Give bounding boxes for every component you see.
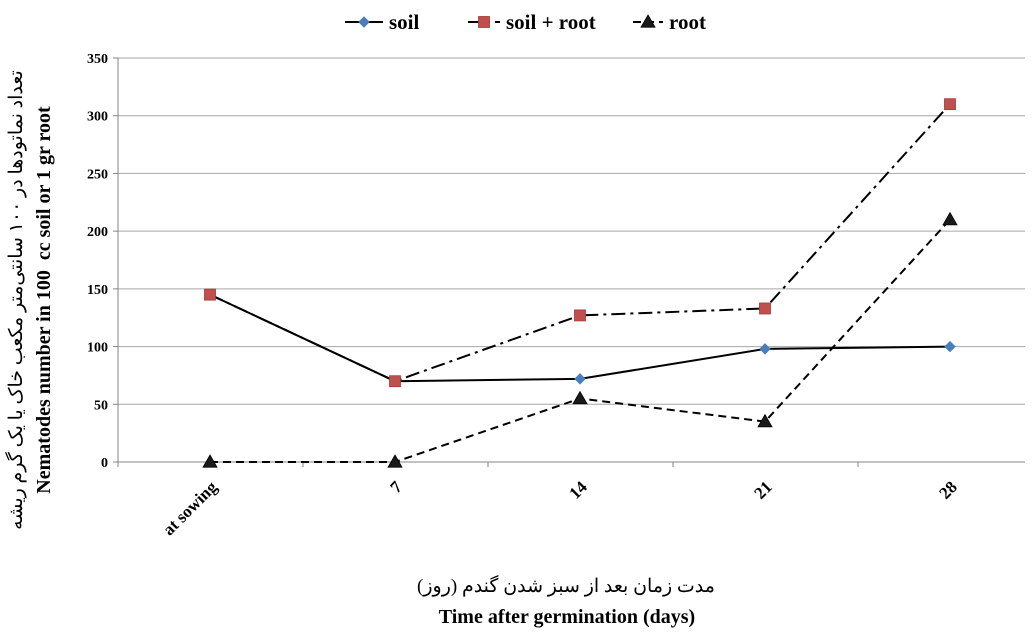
series-2-point-2 (572, 390, 588, 405)
chart-legend: soil soil + root root (345, 10, 706, 34)
y-tick-label-150: 150 (87, 283, 108, 298)
legend-marker-2 (640, 14, 656, 28)
x-tick-label-4: 28 (935, 477, 960, 502)
series-2-point-3 (757, 413, 773, 428)
series-line-0 (209, 293, 951, 383)
series-2-point-1 (387, 454, 403, 468)
series-line-2 (210, 218, 951, 463)
series-1-point-0 (204, 288, 216, 301)
series-2-point-4 (942, 211, 958, 226)
series-0-point-3 (759, 343, 771, 355)
series-1-point-2 (574, 309, 586, 322)
series-0-point-4 (944, 340, 956, 353)
y-tick-label-100: 100 (87, 341, 108, 356)
y-tick-label-300: 300 (87, 110, 108, 125)
x-tick-label-1: 7 (386, 477, 406, 497)
y-axis-title-fa: تعداد نماتودها در ۱۰۰ سانتی‌متر مکعب خاک… (4, 70, 27, 530)
series-0-point-2 (574, 373, 586, 385)
legend-marker-0 (358, 16, 370, 28)
legend-label-1: soil + root (506, 10, 596, 34)
series-markers (202, 98, 958, 468)
y-tick-labels: 0 50 100 150 200 250 300 350 (87, 52, 108, 471)
y-tick-label-50: 50 (94, 398, 108, 413)
series-line-1 (209, 103, 951, 383)
y-tick-label-0: 0 (101, 456, 108, 471)
series-1-point-4 (944, 98, 956, 111)
x-tick-label-3: 21 (750, 477, 775, 502)
x-axis-title: Time after germination (days) (439, 606, 695, 628)
y-axis-title: Nematodes number in 100 cc soil or 1 gr … (33, 106, 55, 494)
x-axis-title-fa: مدت زمان بعد از سبز شدن گندم (روز) (417, 574, 715, 597)
x-tick-label-2: 14 (565, 477, 591, 503)
chart-axes (113, 57, 1025, 467)
x-tick-labels: at sowing 7 14 21 28 (159, 477, 961, 539)
legend-marker-1 (478, 16, 490, 28)
y-tick-label-250: 250 (87, 167, 108, 182)
legend-label-0: soil (389, 10, 420, 34)
legend-label-2: root (669, 10, 706, 34)
gridlines (118, 57, 1025, 405)
y-tick-label-200: 200 (87, 225, 108, 240)
series-1-point-3 (759, 302, 771, 315)
series-1-point-1 (389, 375, 401, 388)
series-lines (209, 103, 951, 463)
series-2-point-0 (202, 454, 218, 468)
y-tick-label-350: 350 (87, 52, 108, 67)
x-tick-label-0: at sowing (159, 477, 221, 539)
